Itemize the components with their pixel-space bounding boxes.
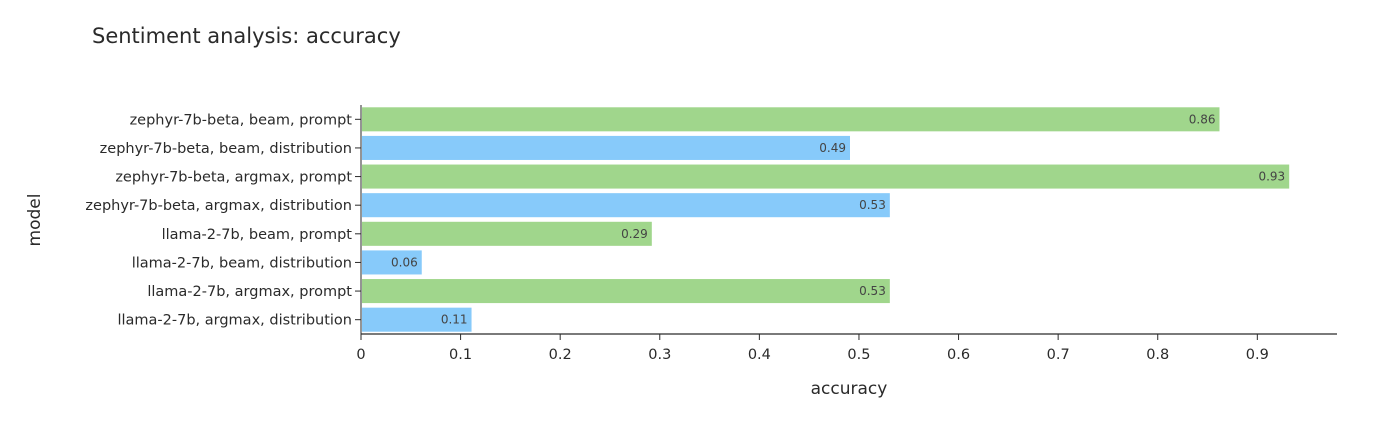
x-tick-label: 0.1 bbox=[449, 347, 472, 363]
y-tick-label: llama-2-7b, argmax, distribution bbox=[117, 313, 352, 329]
x-axis-ticks: 0 0.1 0.2 0.3 0.4 0.5 0.6 0.7 0.8 0.9 bbox=[356, 334, 1269, 363]
bar[interactable] bbox=[362, 107, 1220, 132]
x-tick-label: 0 bbox=[356, 347, 365, 363]
y-tick-label: zephyr-7b-beta, beam, prompt bbox=[130, 112, 353, 128]
bar[interactable] bbox=[362, 135, 850, 160]
y-tick-label: zephyr-7b-beta, beam, distribution bbox=[100, 141, 352, 157]
bar[interactable] bbox=[362, 307, 472, 332]
bar-value-label: 0.93 bbox=[1258, 170, 1285, 184]
y-tick-label: zephyr-7b-beta, argmax, distribution bbox=[85, 198, 352, 214]
bar-value-label: 0.86 bbox=[1189, 112, 1216, 126]
bar[interactable] bbox=[362, 221, 652, 246]
chart-title: Sentiment analysis: accuracy bbox=[92, 24, 401, 48]
bar[interactable] bbox=[362, 164, 1290, 189]
y-tick-label: llama-2-7b, beam, prompt bbox=[162, 227, 353, 243]
x-tick-label: 0.6 bbox=[947, 347, 970, 363]
bar[interactable] bbox=[362, 193, 890, 218]
bar[interactable] bbox=[362, 250, 422, 275]
y-tick-label: llama-2-7b, beam, distribution bbox=[132, 255, 352, 271]
x-tick-label: 0.4 bbox=[748, 347, 771, 363]
x-axis-title: accuracy bbox=[811, 379, 888, 399]
x-tick-label: 0.8 bbox=[1146, 347, 1169, 363]
bar-value-label: 0.29 bbox=[621, 227, 648, 241]
x-tick-label: 0.5 bbox=[847, 347, 870, 363]
x-tick-label: 0.3 bbox=[648, 347, 671, 363]
x-tick-label: 0.7 bbox=[1047, 347, 1070, 363]
bar[interactable] bbox=[362, 279, 890, 304]
bar-value-label: 0.49 bbox=[819, 141, 846, 155]
bar-value-label: 0.06 bbox=[391, 255, 418, 269]
y-tick-label: zephyr-7b-beta, argmax, prompt bbox=[115, 170, 352, 186]
bar-value-label: 0.53 bbox=[859, 284, 886, 298]
y-tick-labels: zephyr-7b-beta, beam, prompt zephyr-7b-be… bbox=[85, 112, 361, 329]
y-axis-title: model bbox=[25, 194, 45, 247]
x-tick-label: 0.2 bbox=[549, 347, 572, 363]
bar-value-label: 0.11 bbox=[441, 313, 468, 327]
y-tick-label: llama-2-7b, argmax, prompt bbox=[147, 284, 352, 300]
x-tick-label: 0.9 bbox=[1246, 347, 1269, 363]
bar-value-label: 0.53 bbox=[859, 198, 886, 212]
bars-layer: 0.86 0.49 0.93 0.53 0.29 0.06 0.53 0.11 bbox=[362, 107, 1290, 332]
